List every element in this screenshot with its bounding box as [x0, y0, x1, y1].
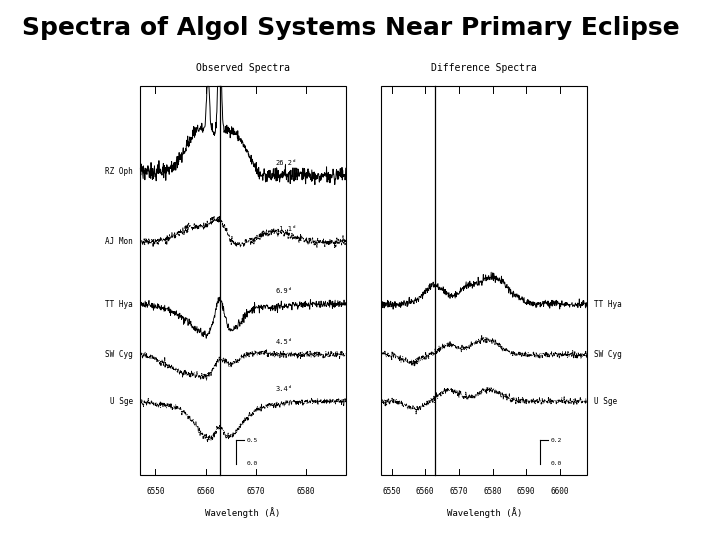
Text: 0.0: 0.0: [247, 461, 258, 466]
Text: Wavelength (Å): Wavelength (Å): [205, 508, 281, 518]
Text: 0.0: 0.0: [551, 461, 562, 466]
Text: 6.9ᵈ: 6.9ᵈ: [276, 288, 292, 294]
Text: 6550: 6550: [146, 487, 165, 496]
Text: -1.1ᵈ: -1.1ᵈ: [276, 226, 297, 232]
Text: 6570: 6570: [246, 487, 265, 496]
Text: RZ Oph: RZ Oph: [105, 167, 133, 177]
Text: SW Cyg: SW Cyg: [594, 350, 622, 359]
Text: Observed Spectra: Observed Spectra: [196, 63, 290, 73]
Text: 0.5: 0.5: [247, 438, 258, 443]
Text: Difference Spectra: Difference Spectra: [431, 63, 537, 73]
Text: 6580: 6580: [483, 487, 502, 496]
Text: TT Hya: TT Hya: [105, 300, 133, 309]
Text: 4.5ᵈ: 4.5ᵈ: [276, 339, 292, 345]
Text: 6560: 6560: [197, 487, 215, 496]
Text: Spectra of Algol Systems Near Primary Eclipse: Spectra of Algol Systems Near Primary Ec…: [22, 16, 679, 40]
Text: AJ Mon: AJ Mon: [105, 238, 133, 246]
Text: 6580: 6580: [297, 487, 315, 496]
Bar: [140, 86, 346, 475]
Text: 6570: 6570: [449, 487, 468, 496]
Text: U Sge: U Sge: [594, 397, 617, 406]
Text: TT Hya: TT Hya: [594, 300, 622, 309]
Text: 3.4ᵈ: 3.4ᵈ: [276, 386, 292, 392]
Text: Wavelength (Å): Wavelength (Å): [446, 508, 522, 518]
Text: 0.2: 0.2: [551, 438, 562, 443]
Text: SW Cyg: SW Cyg: [105, 350, 133, 359]
Text: 6600: 6600: [551, 487, 569, 496]
Text: 6590: 6590: [517, 487, 536, 496]
Bar: [382, 86, 587, 475]
Text: U Sge: U Sge: [110, 397, 133, 406]
Text: 6560: 6560: [416, 487, 434, 496]
Text: 26.2ᵈ: 26.2ᵈ: [276, 160, 297, 166]
Text: 6550: 6550: [382, 487, 401, 496]
